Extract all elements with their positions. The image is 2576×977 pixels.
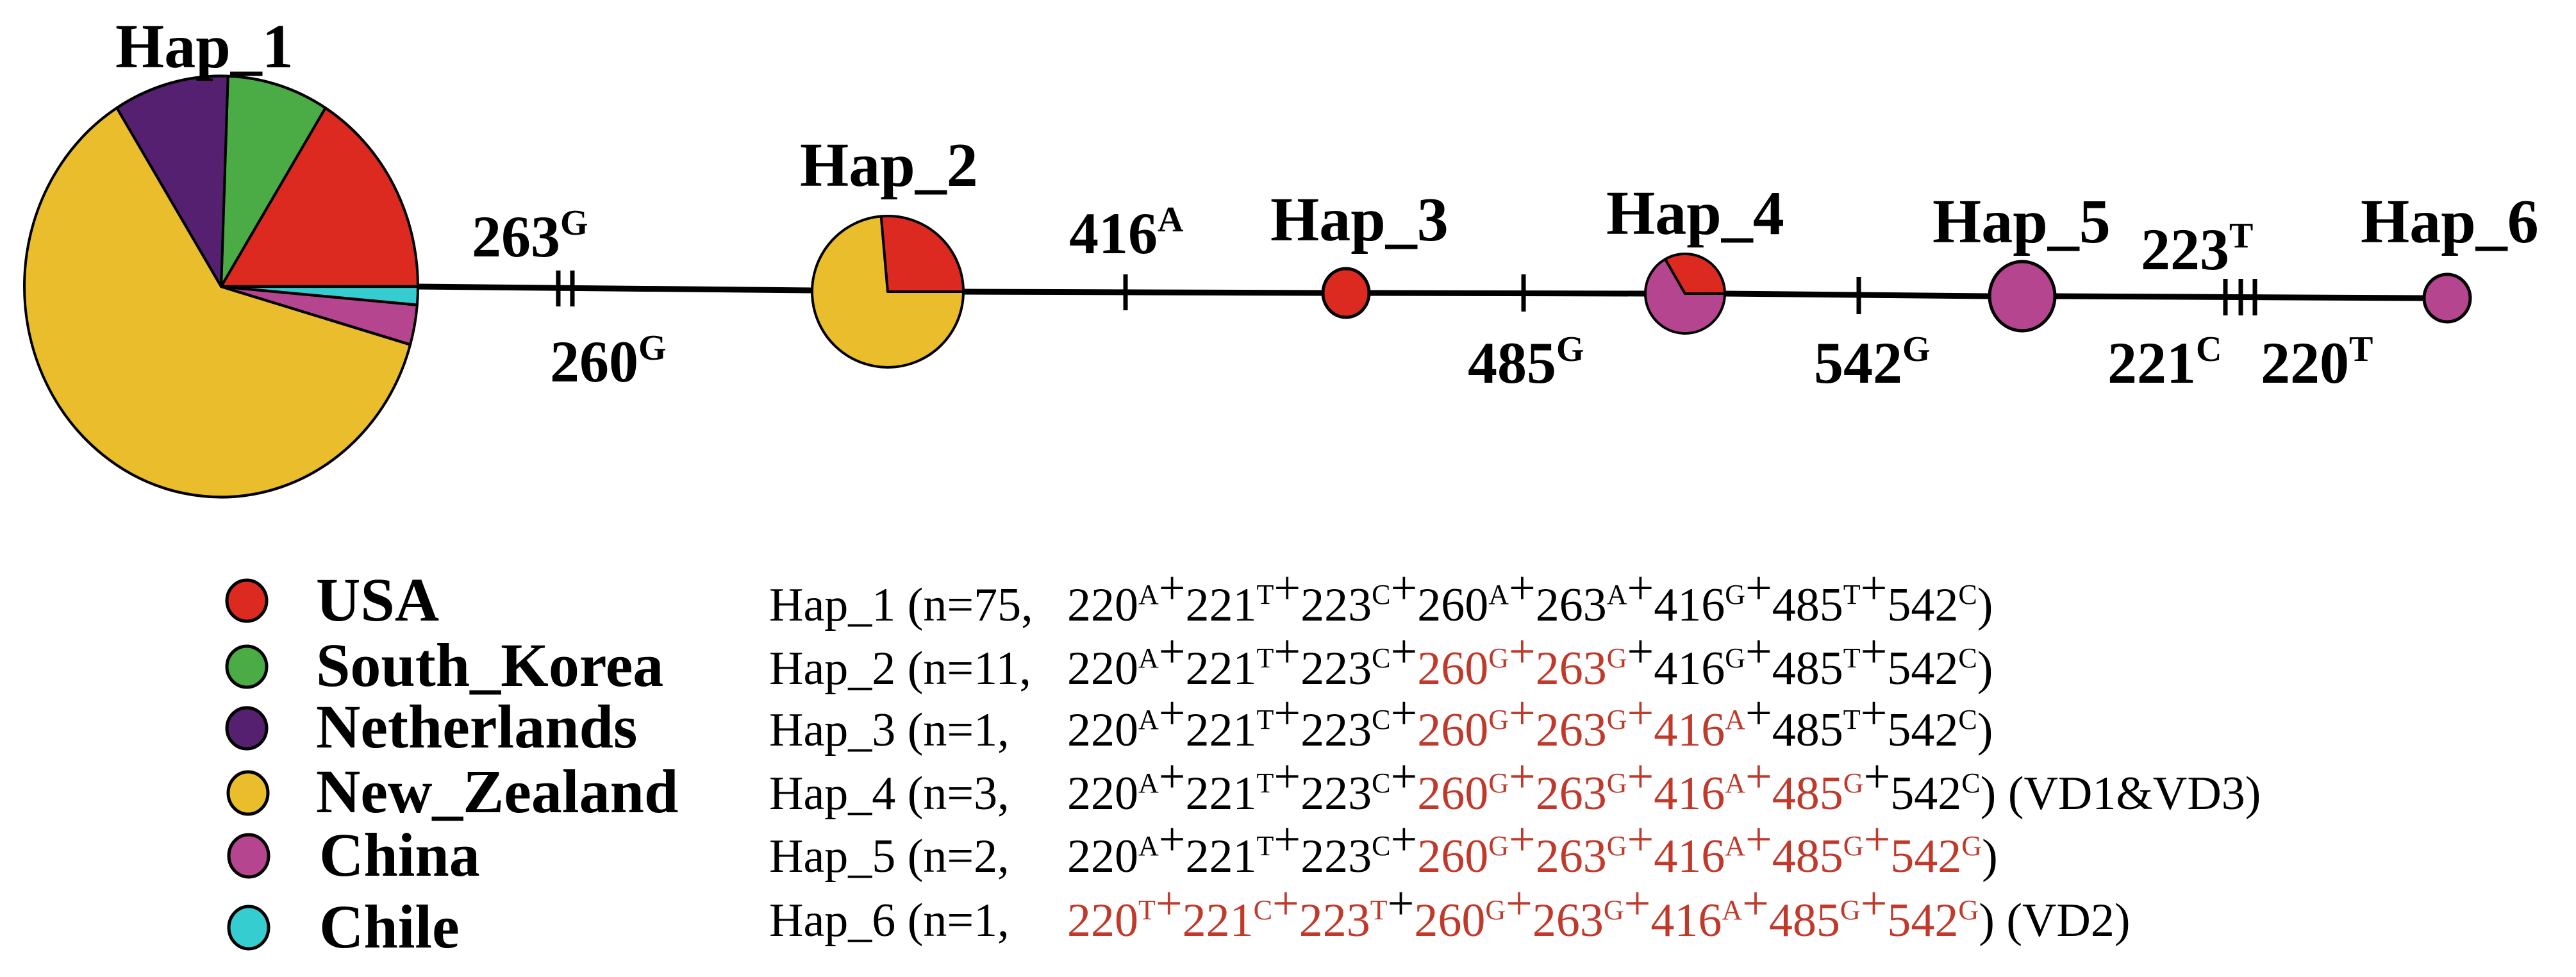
haplotype-desc-sites: 220A+221T+223C+260G+263G+416A+485G+542G)	[1067, 814, 1998, 883]
legend-swatch-new-zealand	[226, 770, 270, 816]
legend-swatch-netherlands	[225, 706, 269, 751]
legend-item-chile: Chile	[227, 892, 460, 961]
legend-label-netherlands: Netherlands	[316, 692, 637, 761]
mutation-labels: 263G 260G 416A 485G 542G 223T 221C 220T	[472, 200, 2373, 396]
legend-item-netherlands: Netherlands	[225, 692, 637, 761]
slice-new-zealand	[23, 106, 412, 499]
mutation-label-260: 260G	[550, 328, 667, 394]
legend-item-south-korea: South_Korea	[225, 631, 663, 699]
legend-label-usa: USA	[316, 565, 439, 634]
haplotype-desc-header: Hap_4 (n=3,	[769, 767, 1010, 820]
legend: USA South_Korea Netherlands New_Zealand …	[225, 565, 678, 961]
slice-usa	[879, 214, 965, 293]
node-hap4-pie[interactable]	[1644, 252, 1726, 335]
legend-swatch-chile	[227, 905, 270, 951]
node-hap1-pie[interactable]	[23, 74, 420, 499]
legend-swatch-usa	[225, 578, 269, 623]
label-hap2: Hap_2	[800, 131, 978, 200]
haplotype-desc-sites: 220T+221C+223T+260G+263G+416A+485G+542G)…	[1067, 878, 2131, 947]
haplotype-desc-header: Hap_2 (n=11,	[769, 642, 1031, 695]
mutation-label-220: 220T	[2261, 330, 2373, 396]
label-hap4: Hap_4	[1606, 179, 1784, 248]
legend-item-usa: USA	[225, 565, 439, 634]
mutation-label-542: 542G	[1814, 330, 1931, 396]
legend-label-china: China	[319, 821, 480, 889]
haplotype-desc-sites: 220A+221T+223C+260A+263A+416G+485T+542C)	[1067, 562, 1993, 631]
slice-usa	[220, 106, 419, 288]
label-hap6: Hap_6	[2361, 187, 2539, 256]
node-labels: Hap_1 Hap_2 Hap_3 Hap_4 Hap_5 Hap_6	[115, 12, 2539, 256]
node-hap3[interactable]	[1321, 267, 1371, 319]
slice-usa	[1664, 252, 1726, 295]
haplotype-desc-sites: 220A+221T+223C+260G+263G+416G+485T+542C)	[1067, 626, 1993, 695]
node-hap5[interactable]	[1988, 260, 2057, 333]
haplotype-descriptions: Hap_1 (n=75, 220A+221T+223C+260A+263A+416…	[769, 562, 2261, 947]
slice-china	[1644, 258, 1726, 335]
slice-netherlands	[115, 74, 229, 288]
legend-label-new-zealand: New_Zealand	[316, 757, 678, 826]
slice-chile	[220, 285, 420, 306]
haplotype-desc-header: Hap_1 (n=75,	[769, 579, 1033, 631]
node-hap6[interactable]	[2422, 272, 2472, 324]
label-hap1: Hap_1	[115, 12, 294, 81]
legend-item-new-zealand: New_Zealand	[226, 757, 678, 826]
haplotype-desc-sites: 220A+221T+223C+260G+263G+416A+485G+542C)…	[1067, 751, 2261, 820]
legend-item-china: China	[227, 821, 480, 889]
legend-swatch-south-korea	[225, 644, 269, 689]
node-hap2-pie[interactable]	[811, 214, 965, 369]
label-hap5: Hap_5	[1932, 187, 2111, 256]
mutation-ticks	[556, 271, 2257, 315]
legend-label-chile: Chile	[319, 892, 460, 961]
haplotype-desc-header: Hap_5 (n=2,	[769, 830, 1010, 883]
haplotype-desc-header: Hap_6 (n=1,	[769, 894, 1010, 947]
mutation-label-416: 416A	[1069, 200, 1184, 266]
mutation-label-485: 485G	[1468, 330, 1584, 396]
legend-swatch-china	[227, 833, 270, 879]
edge-hap2-hap3	[963, 288, 1324, 296]
haplotype-desc-header: Hap_3 (n=1,	[769, 704, 1010, 756]
legend-label-south-korea: South_Korea	[316, 631, 663, 699]
haplotype-desc-sites: 220A+221T+223C+260G+263G+416A+485T+542C)	[1067, 687, 1993, 756]
mutation-label-221: 221C	[2107, 330, 2222, 396]
edge-hap1-hap2	[416, 283, 813, 294]
mutation-label-223: 223T	[2141, 216, 2253, 282]
label-hap3: Hap_3	[1270, 185, 1449, 255]
network-edges	[416, 283, 2424, 301]
edge-hap3-hap4	[1368, 290, 1646, 297]
slice-south-korea	[220, 74, 327, 288]
mutation-label-263: 263G	[472, 203, 588, 269]
